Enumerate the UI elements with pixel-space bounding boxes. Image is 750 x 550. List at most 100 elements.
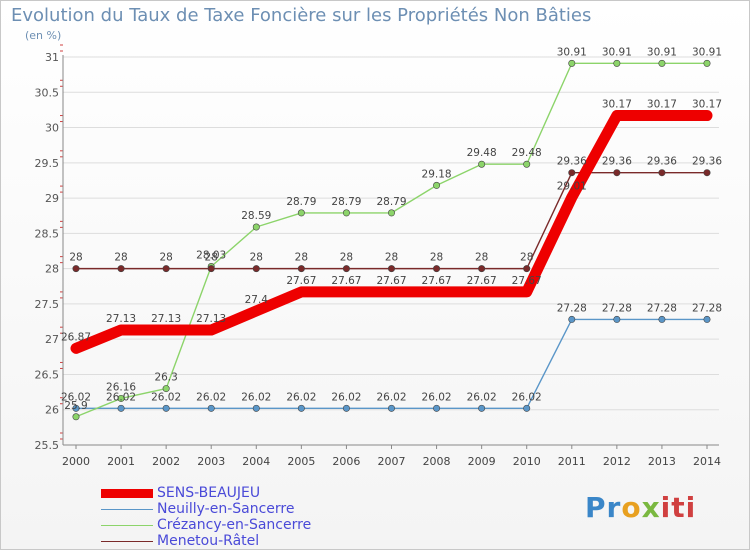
data-point (72, 413, 80, 421)
x-tick-label: 2010 (513, 455, 541, 468)
y-tick-label: 28.5 (35, 227, 60, 240)
data-label: 28 (114, 252, 127, 264)
data-point (252, 223, 260, 231)
data-label: 28 (69, 252, 82, 264)
data-label: 27.13 (151, 313, 181, 325)
data-label: 27.67 (286, 275, 316, 287)
data-point (207, 404, 215, 412)
data-point (703, 59, 711, 67)
proxiti-logo: Proxiti (585, 491, 697, 524)
data-label: 30.91 (692, 46, 722, 58)
y-tick-label: 26 (45, 404, 59, 417)
data-label: 28 (250, 252, 263, 264)
data-label: 28 (385, 252, 398, 264)
data-point (297, 404, 305, 412)
data-point (387, 404, 395, 412)
data-point (568, 59, 576, 67)
y-tick-label: 29 (45, 192, 59, 205)
data-label: 28 (430, 252, 443, 264)
data-label: 28 (205, 252, 218, 264)
y-tick-label: 27 (45, 333, 59, 346)
data-point (433, 265, 441, 273)
data-point (252, 265, 260, 273)
data-label: 26.02 (196, 391, 226, 403)
legend-label: SENS-BEAUJEU (157, 485, 261, 501)
legend-label: Menetou-Râtel (157, 533, 260, 549)
legend-swatch (101, 524, 153, 526)
data-point (523, 265, 531, 273)
y-tick-label: 30 (45, 122, 59, 135)
data-point (117, 404, 125, 412)
data-label: 30.91 (557, 46, 587, 58)
legend-swatch (101, 540, 153, 542)
data-label: 26.02 (512, 391, 542, 403)
y-tick-label: 30.5 (35, 86, 60, 99)
data-point (342, 265, 350, 273)
data-label: 29.36 (647, 156, 677, 168)
x-tick-label: 2013 (648, 455, 676, 468)
data-point (703, 315, 711, 323)
data-label: 27.67 (422, 275, 452, 287)
data-label: 26.02 (106, 391, 136, 403)
x-tick-label: 2004 (242, 455, 270, 468)
data-label: 29.48 (512, 147, 542, 159)
data-label: 28 (340, 252, 353, 264)
data-point (252, 404, 260, 412)
x-tick-label: 2007 (378, 455, 406, 468)
data-point (433, 181, 441, 189)
data-point (433, 404, 441, 412)
data-label: 29.48 (467, 147, 497, 159)
data-label: 29.36 (557, 156, 587, 168)
data-label: 30.91 (647, 46, 677, 58)
data-point (342, 209, 350, 217)
data-label: 30.91 (602, 46, 632, 58)
data-label: 26.02 (151, 391, 181, 403)
data-label: 30.17 (647, 99, 677, 111)
data-label: 26.3 (154, 372, 177, 384)
data-label: 30.17 (602, 99, 632, 111)
data-point (613, 59, 621, 67)
data-label: 26.02 (376, 391, 406, 403)
data-label: 29.01 (557, 180, 587, 192)
data-label: 27.28 (647, 302, 677, 314)
data-point (478, 265, 486, 273)
data-point (342, 404, 350, 412)
data-label: 27.67 (331, 275, 361, 287)
x-tick-label: 2011 (558, 455, 586, 468)
y-tick-label: 28 (45, 263, 59, 276)
legend-swatch (101, 488, 153, 498)
data-label: 28.03 (196, 250, 226, 262)
data-label: 27.13 (196, 313, 226, 325)
data-label: 30.17 (692, 99, 722, 111)
x-tick-label: 2005 (287, 455, 315, 468)
data-point (162, 265, 170, 273)
data-label: 27.28 (557, 302, 587, 314)
line-chart: 25.5 26 26.5 27 27.5 28 28.5 29 29.5 30 30.5 31 2000… (35, 44, 722, 468)
legend-item: SENS-BEAUJEU (101, 485, 311, 501)
data-point (162, 385, 170, 393)
data-point (703, 169, 711, 177)
data-label: 27.28 (692, 302, 722, 314)
series-line-0 (70, 110, 713, 354)
y-axis-unit: (en %) (25, 29, 62, 42)
data-label: 28 (520, 252, 533, 264)
data-label: 27.67 (512, 275, 542, 287)
data-label: 27.13 (106, 313, 136, 325)
x-tick-label: 2014 (693, 455, 721, 468)
data-point (613, 169, 621, 177)
y-tick-label: 31 (45, 51, 59, 64)
y-tick-label: 29.5 (35, 157, 60, 170)
x-tick-label: 2006 (332, 455, 360, 468)
x-tick-label: 2003 (197, 455, 225, 468)
data-label: 27.67 (467, 275, 497, 287)
data-label: 28.79 (331, 196, 361, 208)
data-point (117, 265, 125, 273)
data-point (387, 209, 395, 217)
data-point (568, 169, 576, 177)
data-point (162, 404, 170, 412)
legend-item: Menetou-Râtel (101, 533, 311, 549)
x-tick-label: 2000 (62, 455, 90, 468)
data-label: 29.36 (692, 156, 722, 168)
data-point (478, 160, 486, 168)
